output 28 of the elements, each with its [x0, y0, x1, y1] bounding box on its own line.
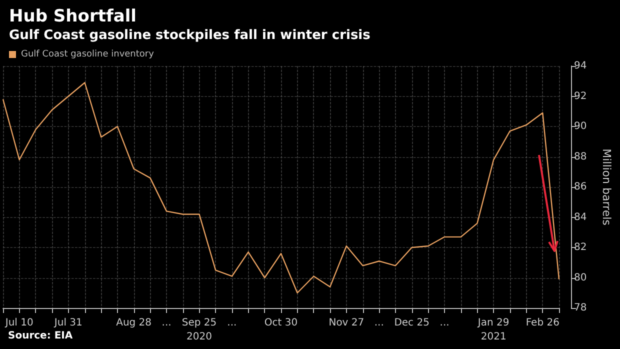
- y2-tick-label: 90: [574, 121, 587, 132]
- x-tick-label: Dec 25: [394, 318, 430, 328]
- x-tick-label: Aug 28: [116, 318, 152, 328]
- legend-label: Gulf Coast gasoline inventory: [21, 50, 155, 60]
- y2-tick-label: 88: [574, 151, 587, 162]
- y2-tick-label: 80: [574, 272, 587, 284]
- x-tick-label: Jan 29 2021: [476, 318, 510, 342]
- y2-tick-label: 86: [574, 182, 587, 192]
- x-tick-label: ...: [374, 318, 384, 328]
- x-tick-label: ...: [440, 318, 450, 328]
- x-tick-label: Jul 10: [4, 318, 34, 328]
- y2-tick-label: 84: [574, 212, 587, 223]
- x-tick-label: Oct 30: [264, 318, 298, 328]
- y2-tick-label: 82: [574, 242, 587, 253]
- source-note: Source: EIA: [8, 330, 73, 342]
- chart-subtitle: Gulf Coast gasoline stockpiles fall in winter crisis: [9, 28, 371, 43]
- chart-title: Hub Shortfall: [9, 6, 136, 26]
- y2-tick-label: 92: [574, 90, 587, 102]
- x-tick-label: ...: [227, 318, 237, 328]
- y2-axis-title: Million barrels: [600, 148, 613, 226]
- line-series: [2, 82, 560, 294]
- y2-tick-label: 78: [574, 302, 587, 314]
- x-tick-label: Nov 27: [328, 318, 364, 328]
- x-tick-label: Jul 31: [53, 318, 82, 328]
- x-tick-label: ...: [162, 318, 172, 328]
- x-tick-label: Sep 25 2020: [182, 318, 217, 342]
- x-tick-label: Feb 26: [526, 318, 560, 328]
- y2-tick-label: 94: [574, 60, 587, 72]
